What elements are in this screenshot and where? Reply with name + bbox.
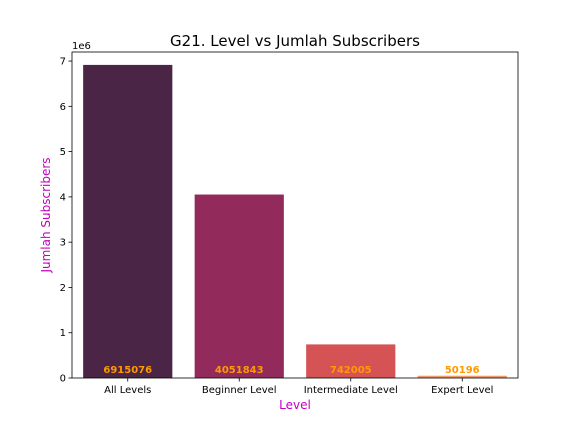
x-tick-label-2: Intermediate Level [304, 385, 398, 396]
bar-2 [306, 344, 396, 378]
x-axis-label: Level [279, 398, 311, 412]
y-tick-label-4: 4 [60, 192, 66, 203]
chart-title: G21. Level vs Jumlah Subscribers [170, 32, 420, 50]
y-tick-label-2: 2 [60, 283, 66, 294]
y-axis-offset-text: 1e6 [72, 41, 91, 52]
y-axis-label: Jumlah Subscribers [39, 157, 53, 273]
y-tick-label-5: 5 [60, 147, 66, 158]
bar-0 [83, 64, 173, 379]
bar-1 [194, 194, 284, 378]
y-tick-label-3: 3 [60, 238, 66, 249]
bar-value-label-3: 50196 [445, 365, 480, 376]
bar-3 [417, 375, 507, 378]
y-tick-label-0: 0 [60, 374, 66, 385]
x-tick-label-1: Beginner Level [202, 385, 277, 396]
y-tick-label-7: 7 [60, 57, 66, 68]
bar-value-label-2: 742005 [330, 365, 372, 376]
x-tick-label-3: Expert Level [431, 385, 493, 396]
y-tick-label-6: 6 [60, 102, 66, 113]
bar-value-label-0: 6915076 [103, 365, 152, 376]
x-tick-label-0: All Levels [104, 385, 151, 396]
y-tick-label-1: 1 [60, 328, 66, 339]
axes-frame [71, 51, 519, 379]
bar-value-label-1: 4051843 [215, 365, 264, 376]
